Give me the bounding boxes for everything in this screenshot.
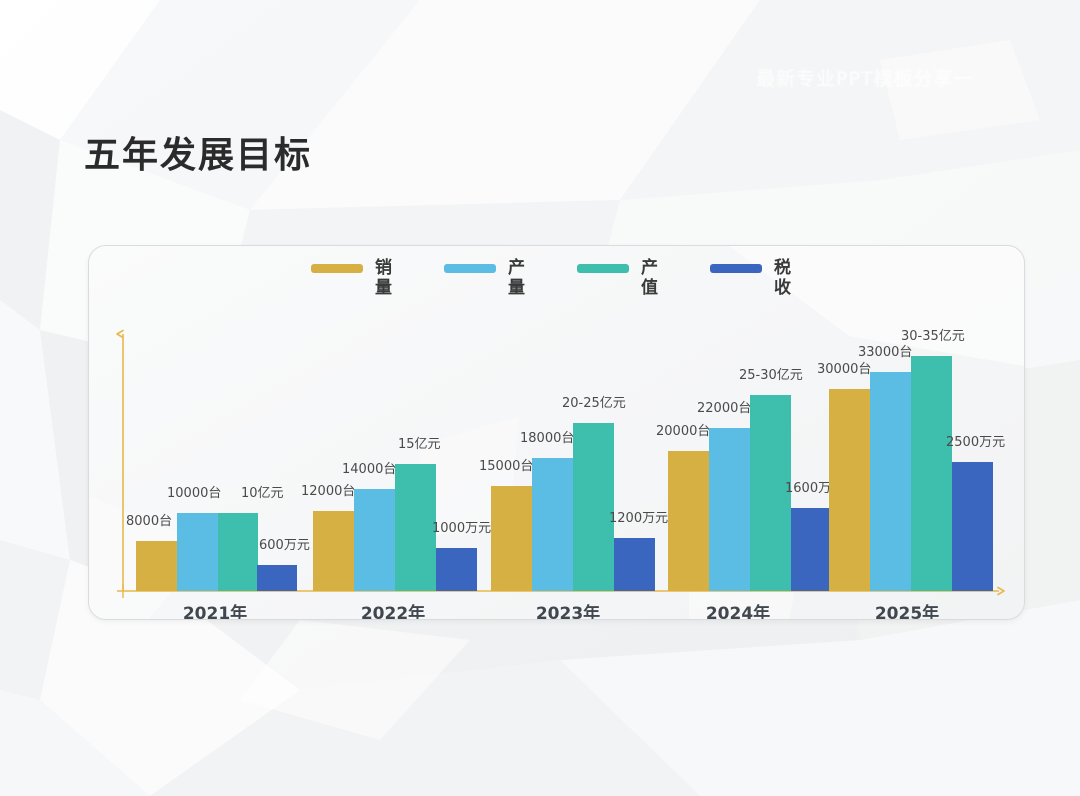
bar-2021-tax-value-label: 600万元 <box>259 538 310 553</box>
bar-2021-output[interactable] <box>177 513 218 591</box>
chart-axes <box>116 329 1005 598</box>
bar-2025-value[interactable] <box>911 356 952 591</box>
bar-2024-value[interactable] <box>750 395 791 591</box>
bar-2023-sales[interactable] <box>491 486 532 591</box>
bar-2021-value-value-label: 10亿元 <box>241 486 284 501</box>
bar-2022-value-value-label: 15亿元 <box>398 437 441 452</box>
bar-2025-output-value-label: 33000台 <box>858 345 913 360</box>
legend-item-value[interactable]: 产值 <box>577 258 658 298</box>
bar-2022-value[interactable] <box>395 464 436 591</box>
bar-2021-value[interactable] <box>218 513 258 591</box>
legend-label-value: 产值 <box>641 258 658 299</box>
bar-2023-output[interactable] <box>532 458 573 591</box>
bar-2025-tax[interactable] <box>952 462 993 591</box>
bar-2024-sales-value-label: 20000台 <box>656 424 711 439</box>
legend-swatch-sales <box>311 264 363 273</box>
legend-swatch-value <box>577 264 629 273</box>
legend-swatch-tax <box>710 264 762 273</box>
bar-2022-tax[interactable] <box>436 548 477 591</box>
legend-item-output[interactable]: 产量 <box>444 258 525 298</box>
bar-2023-tax-value-label: 1200万元 <box>609 511 669 526</box>
bar-2023-output-value-label: 18000台 <box>520 431 575 446</box>
bar-2023-tax[interactable] <box>614 538 655 591</box>
bar-2021-tax[interactable] <box>257 565 297 591</box>
bar-2021-sales-value-label: 8000台 <box>126 514 173 529</box>
legend-swatch-output <box>444 264 496 273</box>
bar-2023-value[interactable] <box>573 423 614 591</box>
bar-2021-output-value-label: 10000台 <box>167 486 222 501</box>
bar-2023-sales-value-label: 15000台 <box>479 459 534 474</box>
bar-2024-value-value-label: 25-30亿元 <box>739 368 803 383</box>
bar-2023-value-value-label: 20-25亿元 <box>562 396 626 411</box>
group-label-2024: 2024年 <box>705 604 771 620</box>
chart-card: 销量 产量 产值 税收 8000台 10000台 10亿元 600万元 <box>88 245 1025 620</box>
group-label-2025: 2025年 <box>874 604 940 620</box>
bar-2022-sales[interactable] <box>313 511 354 591</box>
page-title: 五年发展目标 <box>84 135 313 176</box>
bar-2024-tax[interactable] <box>791 508 832 591</box>
bar-2025-tax-value-label: 2500万元 <box>946 435 1006 450</box>
bar-2022-tax-value-label: 1000万元 <box>432 521 492 536</box>
chart-plot-area: 8000台 10000台 10亿元 600万元 12000台 14000台 15亿元 1000… <box>89 246 1024 619</box>
chart-legend: 销量 产量 产值 税收 <box>311 258 791 298</box>
legend-item-sales[interactable]: 销量 <box>311 258 392 298</box>
bar-2025-sales[interactable] <box>829 389 870 591</box>
bar-2022-output-value-label: 14000台 <box>342 462 397 477</box>
group-label-2023: 2023年 <box>535 604 601 620</box>
bar-2022-output[interactable] <box>354 489 395 591</box>
bar-2022-sales-value-label: 12000台 <box>301 484 356 499</box>
bar-2025-value-value-label: 30-35亿元 <box>901 329 965 344</box>
bar-2021-sales[interactable] <box>136 541 177 591</box>
bar-2025-sales-value-label: 30000台 <box>817 362 872 377</box>
legend-label-sales: 销量 <box>375 258 392 299</box>
bar-2024-output-value-label: 22000台 <box>697 401 752 416</box>
bar-2025-output[interactable] <box>870 372 911 591</box>
legend-label-output: 产量 <box>508 258 525 299</box>
bar-2024-output[interactable] <box>709 428 750 591</box>
group-label-2022: 2022年 <box>360 604 426 620</box>
group-label-2021: 2021年 <box>182 604 248 620</box>
bar-2024-sales[interactable] <box>668 451 709 591</box>
legend-label-tax: 税收 <box>774 258 791 299</box>
legend-item-tax[interactable]: 税收 <box>710 258 791 298</box>
